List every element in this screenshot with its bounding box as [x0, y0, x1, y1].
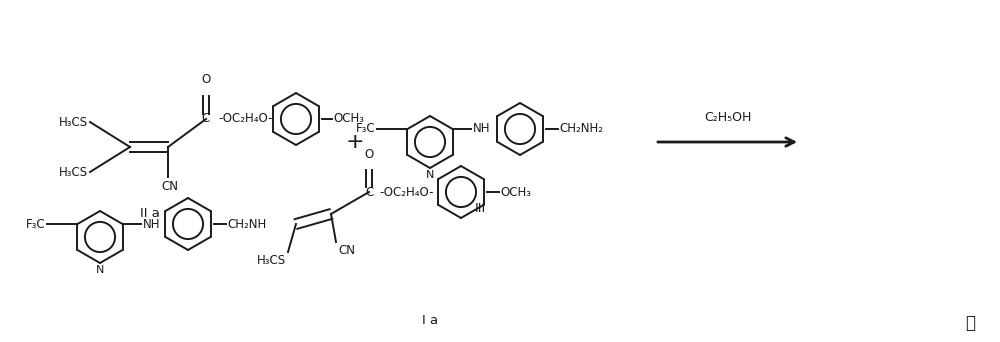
- Text: CN: CN: [338, 244, 355, 257]
- Text: N: N: [96, 265, 104, 275]
- Text: +: +: [346, 132, 364, 152]
- Text: NH: NH: [143, 218, 160, 231]
- Text: OCH₃: OCH₃: [500, 185, 531, 198]
- Text: O: O: [201, 73, 211, 86]
- Text: CH₂NH₂: CH₂NH₂: [559, 122, 603, 135]
- Text: C₂H₅OH: C₂H₅OH: [704, 111, 751, 124]
- Text: C: C: [365, 185, 373, 198]
- Text: II a: II a: [140, 207, 160, 220]
- Text: NH: NH: [473, 122, 490, 135]
- Text: III: III: [474, 202, 486, 215]
- Text: -OC₂H₄O-: -OC₂H₄O-: [379, 185, 434, 198]
- Text: OCH₃: OCH₃: [333, 113, 364, 126]
- Text: H₃CS: H₃CS: [257, 254, 286, 267]
- Text: -OC₂H₄O-: -OC₂H₄O-: [218, 113, 272, 126]
- Text: I a: I a: [422, 314, 438, 327]
- Text: 或: 或: [965, 314, 975, 332]
- Text: N: N: [426, 170, 434, 180]
- Text: CN: CN: [162, 180, 178, 193]
- Text: O: O: [364, 148, 374, 161]
- Text: H₃CS: H₃CS: [59, 116, 88, 129]
- Text: F₃C: F₃C: [26, 218, 45, 231]
- Text: F₃C: F₃C: [356, 122, 375, 135]
- Text: H₃CS: H₃CS: [59, 166, 88, 179]
- Text: C: C: [202, 113, 210, 126]
- Text: CH₂NH: CH₂NH: [227, 218, 266, 231]
